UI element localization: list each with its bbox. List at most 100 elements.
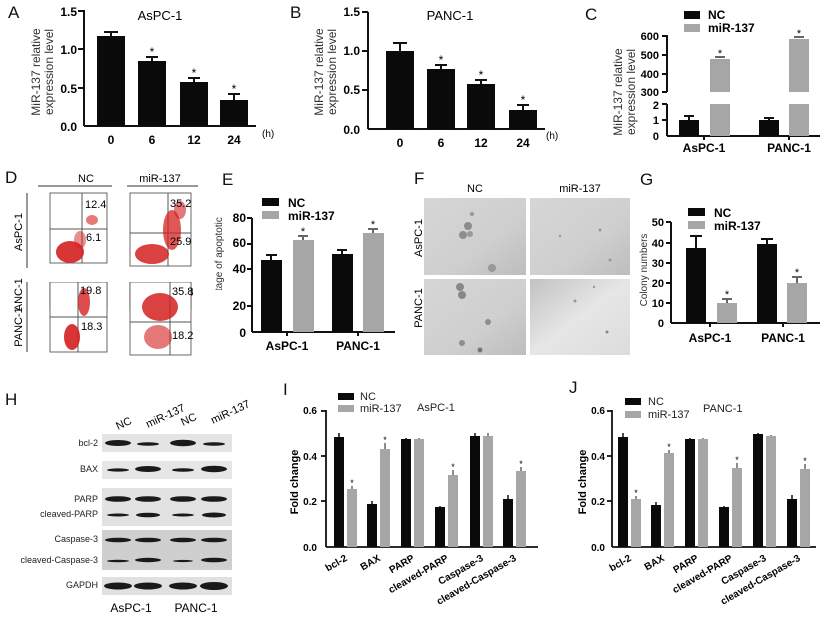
chart-title: AsPC-1 bbox=[417, 402, 455, 414]
svg-text:*: * bbox=[718, 48, 723, 60]
flow-cytometry-panel-d-lower: PANC-1 19.8 18.3 35.8 18.2 bbox=[0, 281, 200, 382]
svg-text:miR-137: miR-137 bbox=[360, 403, 402, 415]
x-ticks: 0 6 12 24 bbox=[108, 133, 241, 147]
bars bbox=[679, 36, 809, 136]
svg-text:18.3: 18.3 bbox=[81, 321, 102, 333]
svg-text:AsPC-1: AsPC-1 bbox=[689, 331, 732, 345]
svg-text:cleaved-Caspase-3: cleaved-Caspase-3 bbox=[20, 555, 98, 565]
cell-line-labels: AsPC-1 PANC-1 bbox=[110, 601, 218, 615]
svg-text:*: * bbox=[479, 68, 484, 82]
flow-plot: 12.4 6.1 bbox=[49, 192, 108, 264]
svg-text:0.4: 0.4 bbox=[303, 452, 317, 463]
svg-text:PANC-1: PANC-1 bbox=[174, 601, 217, 615]
y-axis-label: Percentage of apoptotic bbox=[214, 217, 225, 290]
svg-text:10: 10 bbox=[652, 298, 664, 310]
svg-text:MiR-137 relative: MiR-137 relative bbox=[611, 48, 625, 136]
x-unit: (h) bbox=[546, 131, 558, 142]
x-unit: (h) bbox=[262, 129, 274, 140]
y-axis-label: MiR-137 relative expression level bbox=[29, 28, 56, 116]
svg-text:bcl-2: bcl-2 bbox=[608, 553, 634, 574]
panel-label-j: J bbox=[569, 378, 578, 397]
svg-text:0: 0 bbox=[108, 133, 115, 147]
western-blot-panel-h: NC miR-137 NC miR-137 bcl-2 BAX PARP cle… bbox=[0, 380, 290, 617]
legend: NC miR-137 bbox=[688, 206, 761, 233]
svg-text:0: 0 bbox=[397, 136, 404, 150]
x-ticks: AsPC-1 PANC-1 bbox=[266, 339, 381, 350]
svg-text:40: 40 bbox=[652, 238, 664, 250]
svg-text:miR-137: miR-137 bbox=[288, 209, 335, 223]
bars bbox=[334, 433, 526, 547]
axes bbox=[321, 410, 538, 548]
svg-text:19.8: 19.8 bbox=[80, 285, 101, 297]
svg-text:500: 500 bbox=[641, 50, 659, 62]
y-ticks: 50 40 30 20 10 0 bbox=[652, 217, 664, 330]
panel-label-h: H bbox=[5, 390, 18, 409]
svg-text:300: 300 bbox=[641, 87, 659, 99]
flow-plot: 35.2 25.9 bbox=[129, 192, 191, 267]
col-label: NC bbox=[467, 183, 483, 195]
col-label: NC bbox=[78, 173, 94, 185]
chart-panel-a: MiR-137 relative expression level AsPC-1… bbox=[29, 5, 274, 147]
chart-panel-e-bottom: 20 0 AsPC-1 PANC-1 bbox=[233, 290, 395, 350]
svg-text:NC: NC bbox=[360, 391, 376, 403]
panel-label-i: I bbox=[283, 380, 288, 399]
svg-text:*: * bbox=[451, 462, 455, 472]
svg-text:0: 0 bbox=[239, 326, 246, 340]
svg-text:600: 600 bbox=[641, 31, 659, 43]
svg-text:PANC-1: PANC-1 bbox=[761, 331, 805, 345]
svg-text:1: 1 bbox=[653, 115, 659, 127]
significance-marks: * * * * bbox=[634, 442, 807, 498]
x-ticks: AsPC-1 PANC-1 bbox=[689, 331, 806, 345]
y-axis-label: MiR-137 relative expression level bbox=[312, 28, 339, 116]
svg-text:*: * bbox=[439, 53, 444, 67]
svg-text:0.5: 0.5 bbox=[60, 82, 77, 96]
significance-marks: * * * bbox=[439, 53, 526, 107]
svg-text:0: 0 bbox=[658, 318, 664, 330]
svg-text:24: 24 bbox=[516, 136, 530, 150]
svg-text:1.5: 1.5 bbox=[60, 5, 77, 19]
col-label: miR-137 bbox=[559, 183, 601, 195]
svg-text:GAPDH: GAPDH bbox=[66, 580, 98, 590]
chart-panel-e: NC miR-137 Percentage of apoptotic 80 60 4… bbox=[214, 196, 384, 290]
svg-text:25.9: 25.9 bbox=[170, 236, 191, 248]
panel-label-g: G bbox=[640, 170, 654, 189]
y-axis-label: Fold change bbox=[577, 450, 589, 515]
significance-marks: ** bbox=[718, 28, 802, 60]
svg-text:NC: NC bbox=[114, 415, 134, 433]
axes bbox=[247, 217, 253, 290]
svg-text:0: 0 bbox=[653, 131, 659, 143]
row-label: PANC-1 bbox=[13, 278, 25, 310]
svg-text:NC: NC bbox=[288, 196, 306, 210]
x-ticks: AsPC-1 PANC-1 bbox=[683, 141, 812, 155]
svg-text:60: 60 bbox=[233, 236, 247, 250]
legend: NC miR-137 bbox=[338, 391, 402, 415]
svg-text:miR-137: miR-137 bbox=[708, 21, 755, 35]
svg-text:*: * bbox=[634, 488, 638, 498]
svg-text:AsPC-1: AsPC-1 bbox=[266, 339, 309, 350]
svg-text:*: * bbox=[797, 28, 802, 40]
svg-text:0.0: 0.0 bbox=[591, 543, 605, 554]
panel-label-c: C bbox=[585, 5, 598, 24]
svg-text:expression level: expression level bbox=[624, 49, 638, 135]
svg-text:0.0: 0.0 bbox=[303, 543, 317, 554]
svg-text:*: * bbox=[795, 267, 800, 279]
flow-plot: 35.8 18.2 bbox=[129, 281, 193, 356]
svg-text:MiR-137 relative: MiR-137 relative bbox=[29, 28, 43, 116]
svg-text:0.2: 0.2 bbox=[591, 497, 605, 508]
bars bbox=[386, 42, 537, 129]
svg-text:24: 24 bbox=[227, 133, 241, 147]
svg-text:*: * bbox=[150, 45, 155, 59]
svg-text:*: * bbox=[667, 442, 671, 452]
y-ticks: 1.5 1.0 0.5 0.0 bbox=[60, 5, 77, 134]
svg-text:miR-137: miR-137 bbox=[648, 409, 690, 421]
svg-text:1.0: 1.0 bbox=[60, 43, 77, 57]
flow-plot: 19.8 18.3 bbox=[49, 281, 108, 353]
y-ticks: 600 500 400 300 2 1 0 bbox=[641, 31, 659, 143]
chart-panel-i: NC miR-137 AsPC-1 Fold change 0.60.40.20… bbox=[290, 391, 538, 608]
chart-title: AsPC-1 bbox=[138, 8, 183, 23]
svg-text:12: 12 bbox=[474, 136, 488, 150]
svg-text:12.4: 12.4 bbox=[85, 199, 106, 211]
row-label: AsPC-1 bbox=[13, 213, 25, 251]
svg-text:40: 40 bbox=[233, 262, 247, 276]
